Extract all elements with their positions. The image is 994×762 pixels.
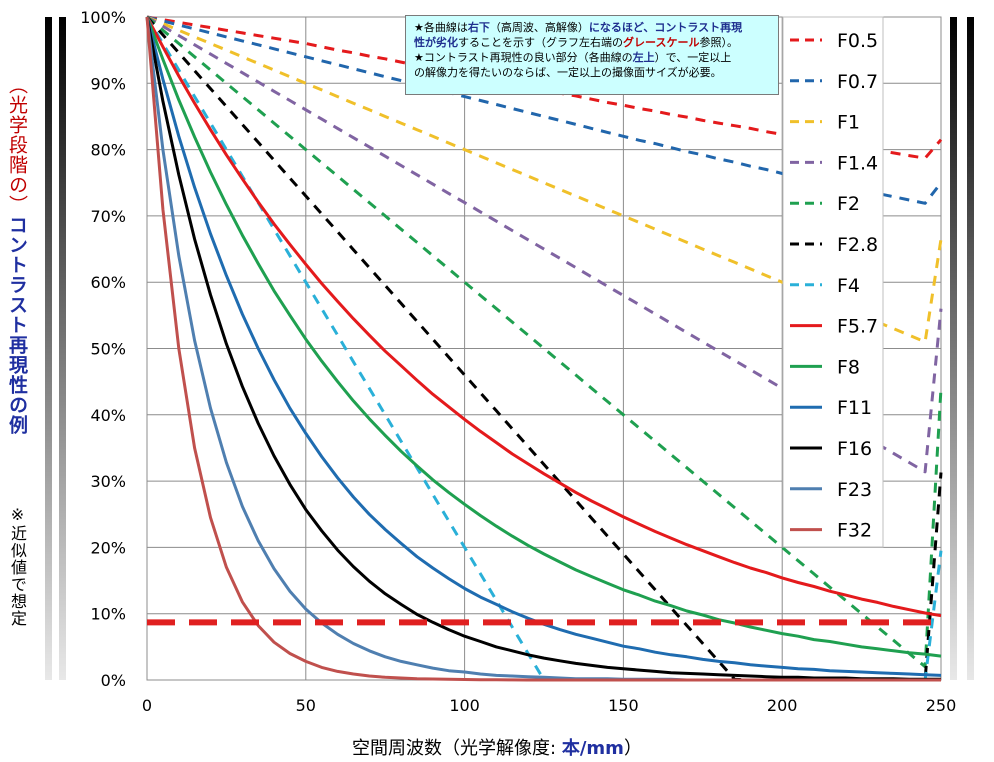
y-tick-label: 0%	[101, 671, 126, 690]
legend-label: F1	[837, 112, 860, 134]
y-tick-label: 60%	[90, 273, 126, 292]
legend-item-F4: F4	[790, 275, 860, 297]
series-line-F32	[145, 16, 941, 682]
y-tick-label: 100%	[80, 8, 126, 27]
grayscale-bar-left-inner	[59, 17, 66, 680]
y-tick-label: 90%	[90, 74, 126, 93]
x-tick-label: 100	[449, 696, 480, 715]
legend-item-F16: F16	[790, 438, 872, 460]
legend-label: F2	[837, 193, 860, 215]
legend-label: F11	[837, 397, 872, 419]
legend-item-F2.8: F2.8	[790, 234, 878, 256]
x-tick-labels: 0 50 100 150 200 250	[142, 696, 956, 715]
series-line-F1.4	[146, 15, 943, 474]
series-line-F16	[145, 16, 941, 681]
legend-box	[782, 16, 884, 548]
x-tick-label: 50	[296, 696, 316, 715]
legend-item-F1: F1	[790, 112, 860, 134]
y-tick-label: 10%	[90, 605, 126, 624]
legend-item-F32: F32	[790, 520, 872, 542]
legend-label: F4	[837, 275, 860, 297]
y-axis-note: ※近似値で想定	[8, 505, 27, 627]
x-tick-label: 0	[142, 696, 152, 715]
legend-label: F5.7	[837, 316, 878, 338]
y-tick-label: 40%	[90, 406, 126, 425]
x-tick-label: 150	[608, 696, 639, 715]
legend-label: F0.5	[837, 30, 878, 52]
legend-item-F11: F11	[790, 397, 872, 419]
legend-item-F2: F2	[790, 193, 860, 215]
grayscale-bar-right-outer	[967, 17, 974, 680]
legend-item-F8: F8	[790, 356, 860, 378]
legend: F0.5 F0.7 F1 F1.4 F2 F2.8 F4 F5.7 F8 F11 F16 F23 F32	[790, 30, 878, 542]
grayscale-bar-right-inner	[950, 17, 957, 680]
legend-label: F0.7	[837, 71, 878, 93]
legend-item-F5.7: F5.7	[790, 316, 878, 338]
x-tick-label: 250	[926, 696, 957, 715]
y-axis-label: （光学段階の）コントラスト再現性の例	[2, 75, 32, 435]
y-tick-label: 20%	[90, 538, 126, 557]
y-tick-label: 50%	[90, 340, 126, 359]
legend-label: F2.8	[837, 234, 878, 256]
legend-item-F1.4: F1.4	[790, 152, 878, 174]
y-tick-label: 80%	[90, 141, 126, 160]
legend-label: F23	[837, 479, 872, 501]
legend-label: F32	[837, 520, 872, 542]
series-line-F5.7	[145, 16, 942, 618]
y-tick-label: 70%	[90, 207, 126, 226]
y-tick-label: 30%	[90, 472, 126, 491]
legend-item-F0.7: F0.7	[790, 71, 878, 93]
x-tick-label: 200	[767, 696, 798, 715]
annotation-note: ★各曲線は右下（高周波、高解像）になるほど、コントラスト再現 性が劣化することを…	[405, 15, 779, 95]
legend-item-F23: F23	[790, 479, 872, 501]
legend-label: F1.4	[837, 152, 878, 174]
legend-label: F8	[837, 356, 860, 378]
y-tick-labels: 0% 10% 20% 30% 40% 50% 60% 70% 80% 90% 100%	[80, 8, 126, 690]
series-line-F8	[145, 16, 942, 658]
y-axis-label-qualifier: （光学段階の）	[6, 75, 28, 215]
legend-item-F0.5: F0.5	[790, 30, 878, 52]
series-line-F4	[145, 16, 943, 682]
y-axis-label-main: コントラスト再現性の例	[6, 215, 28, 435]
grayscale-bar-left-outer	[45, 17, 52, 680]
x-axis-label: 空間周波数（光学解像度: 本/mm）	[352, 738, 642, 759]
legend-label: F16	[837, 438, 872, 460]
